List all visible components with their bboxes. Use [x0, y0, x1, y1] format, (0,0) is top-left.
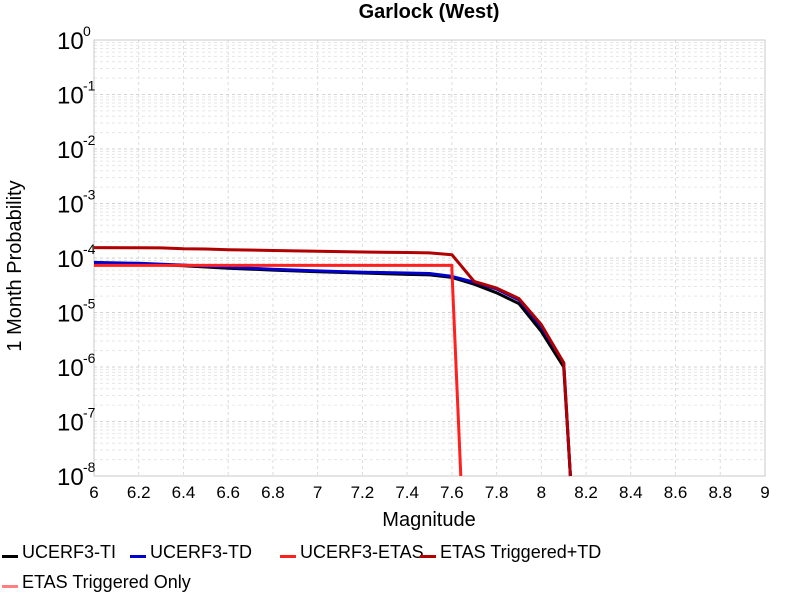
y-tick-base: 10 — [57, 83, 84, 110]
x-tick-label: 6.2 — [127, 483, 151, 502]
x-tick-label: 7.2 — [351, 483, 375, 502]
x-tick-label: 8 — [537, 483, 546, 502]
y-tick-exponent: -3 — [83, 187, 96, 203]
legend-item: UCERF3-TD — [130, 540, 252, 564]
x-tick-label: 6 — [89, 483, 98, 502]
y-tick-exponent: -1 — [83, 78, 96, 94]
x-axis-label: Magnitude — [382, 509, 475, 531]
x-tick-label: 7.4 — [395, 483, 419, 502]
y-tick-label: 10 0 — [57, 23, 91, 55]
legend-swatch — [2, 584, 18, 588]
legend-item: ETAS Triggered+TD — [420, 540, 601, 564]
legend-label: ETAS Triggered Only — [22, 571, 191, 592]
series-layer — [93, 246, 572, 477]
legend-item: ETAS Triggered Only — [2, 570, 191, 594]
y-tick-label: 10 -2 — [57, 132, 96, 164]
legend-label: ETAS Triggered+TD — [440, 541, 602, 562]
y-tick-base: 10 — [57, 28, 84, 55]
x-tick-label: 6.6 — [216, 483, 240, 502]
x-tick-label: 8.4 — [619, 483, 643, 502]
series-line-etas-triggered-td — [93, 246, 572, 477]
x-tick-label: 7.6 — [440, 483, 464, 502]
y-tick-exponent: 0 — [83, 23, 91, 39]
y-tick-exponent: -6 — [83, 350, 96, 366]
x-tick-label: 8.8 — [708, 483, 732, 502]
legend: UCERF3-TI UCERF3-TD UCERF3-ETAS ETAS Trigge… — [0, 536, 800, 600]
y-tick-label: 10 -1 — [57, 78, 96, 110]
y-tick-base: 10 — [57, 137, 84, 164]
y-tick-base: 10 — [57, 192, 84, 219]
y-axis-label: 1 Month Probability — [4, 180, 26, 351]
x-tick-label: 7 — [313, 483, 322, 502]
y-tick-exponent: -7 — [83, 405, 96, 421]
x-tick-labels: 6 6.2 6.4 6.6 6.8 7 7.2 7.4 7.6 7.8 8 8.2 8.4 8.6 8.8 9 — [89, 483, 769, 502]
x-tick-label: 6.4 — [172, 483, 196, 502]
y-tick-label: 10 -6 — [57, 350, 96, 382]
legend-item: UCERF3-ETAS — [280, 540, 424, 564]
x-tick-label: 8.6 — [664, 483, 688, 502]
y-tick-base: 10 — [57, 464, 84, 491]
grid-lines — [93, 40, 766, 477]
y-tick-base: 10 — [57, 301, 84, 328]
x-tick-label: 8.2 — [574, 483, 598, 502]
legend-swatch — [130, 554, 146, 558]
x-tick-label: 7.8 — [485, 483, 509, 502]
legend-swatch — [2, 554, 18, 558]
y-tick-label: 10 -3 — [57, 187, 96, 219]
y-tick-base: 10 — [57, 410, 84, 437]
plot-area — [93, 39, 766, 477]
legend-swatch — [420, 554, 436, 558]
y-tick-exponent: -4 — [83, 241, 96, 257]
x-tick-label: 9 — [760, 483, 769, 502]
legend-label: UCERF3-TI — [22, 541, 116, 562]
legend-item: UCERF3-TI — [2, 540, 116, 564]
y-tick-label: 10 -5 — [57, 296, 96, 328]
chart-title: Garlock (West) — [359, 1, 500, 23]
x-tick-label: 6.8 — [261, 483, 285, 502]
y-tick-base: 10 — [57, 246, 84, 273]
series-line-ucerf3-etas — [94, 263, 463, 477]
y-tick-exponent: -8 — [83, 459, 96, 475]
y-tick-label: 10 -8 — [57, 459, 96, 491]
legend-label: UCERF3-TD — [150, 541, 252, 562]
legend-swatch — [280, 554, 296, 558]
y-tick-label: 10 -7 — [57, 405, 96, 437]
legend-label: UCERF3-ETAS — [300, 541, 424, 562]
y-tick-base: 10 — [57, 355, 84, 382]
y-tick-exponent: -2 — [83, 132, 96, 148]
y-tick-label: 10 -4 — [57, 241, 96, 273]
y-tick-exponent: -5 — [83, 296, 96, 312]
